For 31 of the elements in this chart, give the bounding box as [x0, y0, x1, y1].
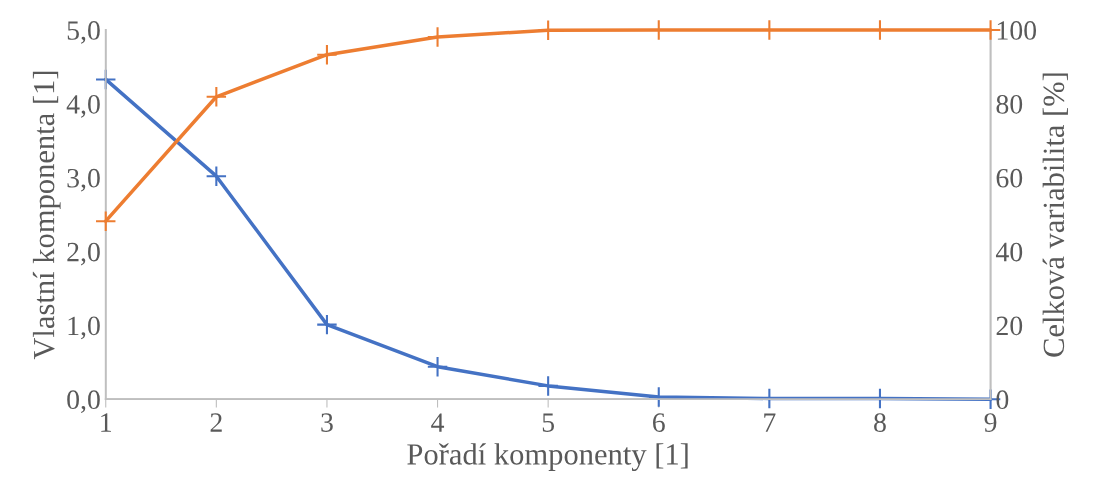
point: [94, 210, 117, 232]
point: [426, 355, 449, 378]
y2-tick-label: 0: [996, 390, 1009, 410]
x-tick-label: 8: [874, 413, 886, 432]
x-tick-label: 1: [101, 413, 112, 432]
x-tick-label: 4: [431, 413, 445, 432]
y-tick-label: 1,0: [68, 316, 100, 340]
x-axis-title: Pořadí komponenty [1]: [407, 443, 688, 471]
y2-tick-label: 20: [996, 316, 1023, 336]
x-tick-label: 6: [653, 413, 665, 432]
x-tick-label: 2: [210, 413, 222, 432]
y2-axis-title: Celková variabilita [%]: [1042, 73, 1068, 357]
x-tick-label: 7: [764, 413, 776, 432]
y-tick-label: 4,0: [66, 94, 100, 118]
point: [537, 375, 559, 397]
y-tick-label: 3,0: [67, 168, 100, 192]
y-tick-label: 2,0: [67, 242, 100, 266]
y2-tick-label: 100: [997, 21, 1037, 40]
y-tick-label: 5,0: [67, 21, 100, 44]
y-axis-title: Vlastní komponenta [1]: [32, 71, 61, 360]
x-tick-label: 9: [984, 413, 997, 432]
point: [316, 43, 338, 66]
point: [205, 86, 228, 108]
x-tick-label: 3: [321, 413, 333, 432]
y2-tick-label: 40: [995, 242, 1023, 262]
y2-tick-label: 60: [996, 168, 1023, 188]
point: [316, 313, 338, 336]
y-tick-label: 0,0: [67, 390, 100, 414]
y2-tick-label: 80: [996, 94, 1023, 114]
point: [205, 165, 228, 187]
x-tick-label: 5: [542, 413, 555, 432]
